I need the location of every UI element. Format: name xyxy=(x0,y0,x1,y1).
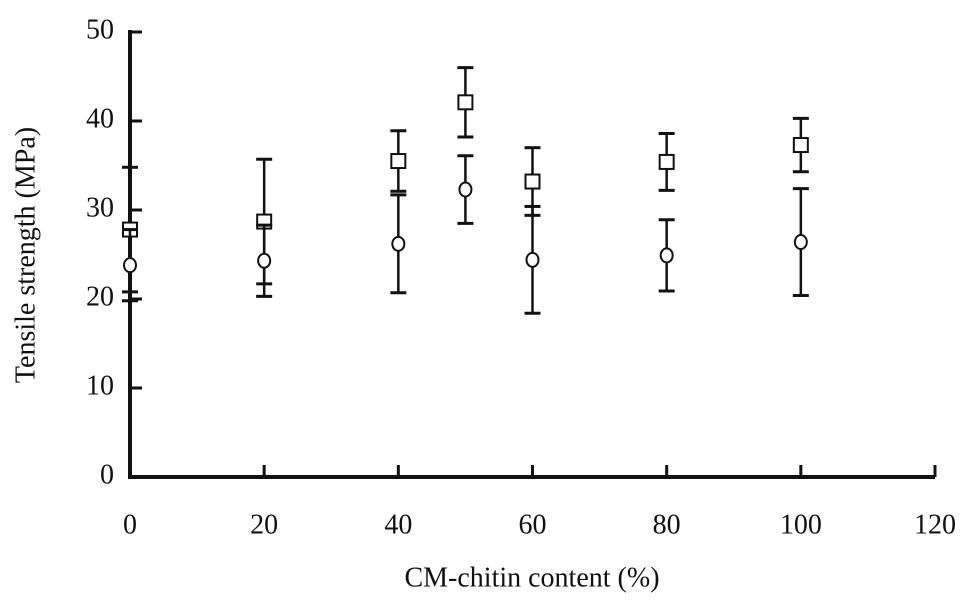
point xyxy=(457,94,474,111)
y-tick-label: 50 xyxy=(86,14,114,45)
x-tick-label: 100 xyxy=(780,509,822,540)
point xyxy=(793,234,808,251)
point xyxy=(524,173,541,190)
x-tick-label: 0 xyxy=(123,509,137,540)
point xyxy=(123,257,137,274)
point xyxy=(390,153,407,170)
y-tick-label: 40 xyxy=(86,103,114,134)
point xyxy=(257,252,272,269)
y-tick-label: 30 xyxy=(86,192,114,223)
x-tick-label: 20 xyxy=(250,509,278,540)
x-axis-title: CM-chitin content (%) xyxy=(404,562,659,593)
x-tick-label: 60 xyxy=(519,509,547,540)
x-tick-label: 40 xyxy=(384,509,412,540)
point xyxy=(792,137,809,154)
point xyxy=(525,251,540,268)
x-tick-label: 80 xyxy=(653,509,681,540)
point xyxy=(659,247,674,264)
y-tick-label: 0 xyxy=(100,459,114,490)
point xyxy=(391,235,406,252)
x-tick-label: 120 xyxy=(914,509,956,540)
y-tick-label: 20 xyxy=(86,281,114,312)
y-axis-title: Tensile strength (MPa) xyxy=(10,127,41,383)
point xyxy=(658,153,675,170)
point xyxy=(458,181,473,198)
y-tick-label: 10 xyxy=(86,370,114,401)
